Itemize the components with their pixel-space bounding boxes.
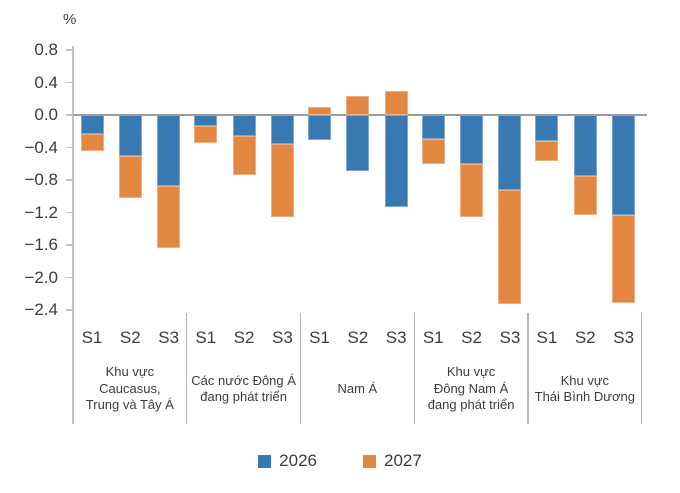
bar-segment-2027 [307,106,331,115]
scenario-label: S2 [574,328,596,347]
bar-segment-2027 [421,139,445,164]
legend-item-2026: 2026 [258,451,317,471]
scenario-label: S3 [385,328,407,347]
y-tick-mark [66,309,73,311]
group-label-line: Nam Á [337,380,378,396]
scenario-label: S3 [499,328,521,347]
bar-segment-2026 [80,115,104,134]
y-tick-label: −1.6 [24,235,58,254]
bar-segment-2026 [346,115,370,172]
legend-label-2026: 2026 [279,451,317,470]
y-tick-mark [66,276,73,279]
y-tick-mark [66,146,73,149]
bar-segment-2026 [612,115,636,215]
y-axis-unit-label: % [63,11,77,28]
bar-segment-2027 [194,125,218,144]
bar-segment-2026 [535,115,559,141]
group-label-line: Khu vực [446,364,496,380]
scenario-label: S3 [613,328,635,347]
y-axis-line [72,46,74,424]
bar-segment-2027 [118,155,142,198]
scenario-label: S2 [461,328,482,347]
bar-segment-2027 [232,136,256,176]
bar-segment-2027 [80,133,104,151]
bar-segment-2026 [270,115,294,145]
legend-swatch-2027 [363,454,376,468]
group-label: Khu vực Thái Bình Dương [528,358,642,420]
bar-segment-2026 [307,115,331,141]
bar-segment-2026 [118,115,142,156]
bar-segment-2026 [194,115,218,126]
scenario-label: S1 [422,328,444,347]
group-label: Khu vực Caucasus, Trung và Tây Á [73,358,187,420]
bar-segment-2027 [384,90,408,115]
bar-segment-2026 [232,115,256,137]
group-separator [527,313,529,424]
bar-segment-2026 [384,115,408,207]
bar-segment-2026 [157,115,181,186]
bar-segment-2027 [460,163,484,218]
group-label-line: Các nước Đông Á [191,372,296,388]
y-tick-label: 0.4 [34,72,58,92]
group-label-line: Khu vực [105,364,155,380]
scenario-label: S1 [195,328,217,347]
bar-segment-2027 [157,185,181,249]
scenario-label: S2 [233,328,255,347]
scenario-label: S1 [81,328,103,347]
group-label-line: đang phát triển [200,389,287,404]
y-tick-label: −2.0 [24,267,58,287]
y-tick-label: −1.2 [24,202,58,222]
group-label-line: Caucasus, [99,380,161,396]
bar-segment-2026 [573,115,597,176]
bar-segment-2026 [421,115,445,140]
y-tick-label: −0.8 [24,170,58,189]
y-tick-label: 0.0 [34,105,58,124]
bar-segment-2027 [612,214,636,303]
group-separator [186,313,188,424]
group-label-line: đang phát triển [427,397,515,413]
scenario-label: S3 [158,328,180,347]
group-separator [641,313,643,424]
y-tick-mark [66,81,73,84]
group-separator [299,313,302,424]
group-label-line: Thái Bình Dương [534,389,635,404]
scenario-label: S1 [536,328,558,347]
y-tick-mark [66,244,73,246]
legend: 2026 2027 [0,451,680,471]
bar-segment-2027 [498,189,522,305]
group-label: Nam Á [300,358,414,420]
group-separator [413,313,415,424]
y-tick-label: 0.8 [34,40,58,59]
y-tick-mark [66,211,73,214]
y-tick-mark [66,49,73,51]
legend-swatch-2026 [258,454,272,468]
y-tick-mark [66,179,73,181]
bar-segment-2027 [573,175,597,215]
group-label-line: Khu vực [560,372,610,388]
group-label-line: Trung và Tây Á [85,397,174,413]
scenario-label: S1 [309,328,330,347]
bar-segment-2026 [460,115,484,164]
legend-item-2027: 2027 [363,451,422,471]
scenario-label: S3 [272,328,293,347]
y-tick-mark [66,114,73,116]
scenario-label: S2 [347,328,369,347]
group-label-line: Đông Nam Á [433,380,509,396]
scenario-label: S2 [119,328,141,347]
y-tick-label: −2.4 [24,300,58,319]
bar-segment-2027 [270,144,294,218]
y-tick-label: −0.4 [24,137,58,157]
bar-segment-2026 [498,115,522,190]
legend-label-2027: 2027 [384,451,422,470]
bar-segment-2027 [346,96,370,115]
bar-segment-2027 [535,141,559,161]
